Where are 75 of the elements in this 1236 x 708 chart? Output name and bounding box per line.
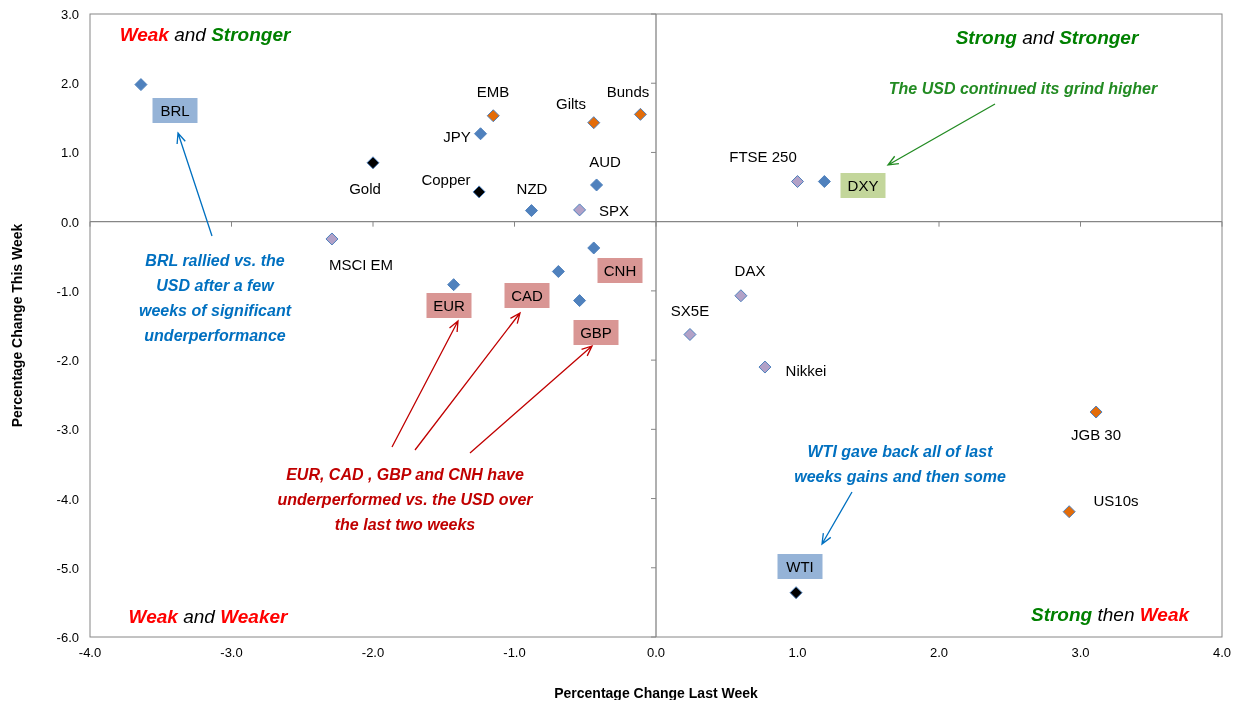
annotation: FTSE 250 <box>729 148 797 165</box>
y-tick-label: -4.0 <box>56 491 79 507</box>
annotation: Nikkei <box>785 362 827 379</box>
point <box>791 175 804 189</box>
point <box>817 175 831 189</box>
point <box>633 107 647 121</box>
annotation: BRL <box>160 102 190 119</box>
point <box>590 178 604 192</box>
x-tick-label: -1.0 <box>503 645 526 660</box>
point <box>472 185 486 199</box>
annotation: CNH <box>603 262 637 279</box>
annotation: DAX <box>734 262 766 279</box>
x-axis-title: Percentage Change Last Week <box>554 685 758 701</box>
point <box>789 586 803 600</box>
annotation: CAD <box>511 287 543 304</box>
annotation: Strong then Weak <box>1030 604 1191 625</box>
annotation: NZD <box>516 180 548 197</box>
annotation: WTI <box>786 558 814 575</box>
annotation: Gold <box>349 180 381 197</box>
x-tick-label: 3.0 <box>1071 645 1090 660</box>
point <box>573 294 587 308</box>
annotation: JGB 30 <box>1070 426 1122 443</box>
annotation: EUR, CAD , GBP and CNH have underperformed vs. the USD over the last two weeks <box>277 466 534 533</box>
point <box>325 232 339 246</box>
x-tick-label: 4.0 <box>1212 645 1232 660</box>
x-tick-label: -2.0 <box>361 645 385 660</box>
annotation: BRL rallied vs. the USD after a few weeks of significant underperformance <box>138 252 292 344</box>
point <box>587 116 601 130</box>
annotation: EMB <box>476 83 510 100</box>
y-tick-label: 2.0 <box>60 76 79 92</box>
point <box>1089 405 1103 419</box>
point <box>474 127 488 141</box>
annotation: Bunds <box>606 83 650 100</box>
point <box>366 156 380 170</box>
y-tick-label: -6.0 <box>56 630 79 645</box>
point <box>134 78 148 92</box>
point <box>573 203 587 217</box>
annotation: Strong and Stronger <box>955 27 1140 48</box>
point <box>551 265 565 279</box>
point <box>524 204 538 218</box>
y-tick-label: -5.0 <box>56 560 79 576</box>
x-tick-label: -4.0 <box>78 645 102 660</box>
annotation: MSCI EM <box>328 256 394 273</box>
annotation: SX5E <box>670 302 710 319</box>
point <box>1062 505 1076 519</box>
annotation: JPY <box>443 128 471 145</box>
y-tick-label: -3.0 <box>56 422 79 438</box>
y-tick-label: 0.0 <box>60 214 79 230</box>
annotation: WTI gave back all of last weeks gains and then some <box>794 443 1006 485</box>
annotation: Weak and Weaker <box>128 606 290 627</box>
x-tick-label: 1.0 <box>788 645 807 660</box>
y-axis-title: Percentage Change This Week <box>9 223 25 428</box>
point <box>758 360 772 374</box>
annotation: AUD <box>589 153 621 170</box>
annotation: US10s <box>1093 492 1139 509</box>
point <box>486 109 500 123</box>
y-tick-label: 3.0 <box>60 7 79 22</box>
y-tick-label: -1.0 <box>56 283 79 299</box>
x-tick-label: 0.0 <box>646 645 666 660</box>
annotation: DXY <box>847 177 879 194</box>
annotation: Weak and Stronger <box>119 24 292 45</box>
annotation: The USD continued its grind higher <box>888 80 1158 97</box>
point <box>734 289 748 303</box>
annotation: Gilts <box>556 95 586 112</box>
annotation: SPX <box>598 202 630 219</box>
y-tick-label: 1.0 <box>60 145 79 161</box>
annotation: GBP <box>580 324 612 341</box>
annotation: EUR <box>433 297 465 314</box>
point <box>447 278 461 292</box>
x-tick-label: 2.0 <box>929 645 949 660</box>
x-tick-label: -3.0 <box>220 645 243 660</box>
y-tick-label: -2.0 <box>56 353 79 369</box>
point <box>683 328 697 341</box>
annotation: Copper <box>421 171 471 188</box>
point <box>587 241 601 255</box>
